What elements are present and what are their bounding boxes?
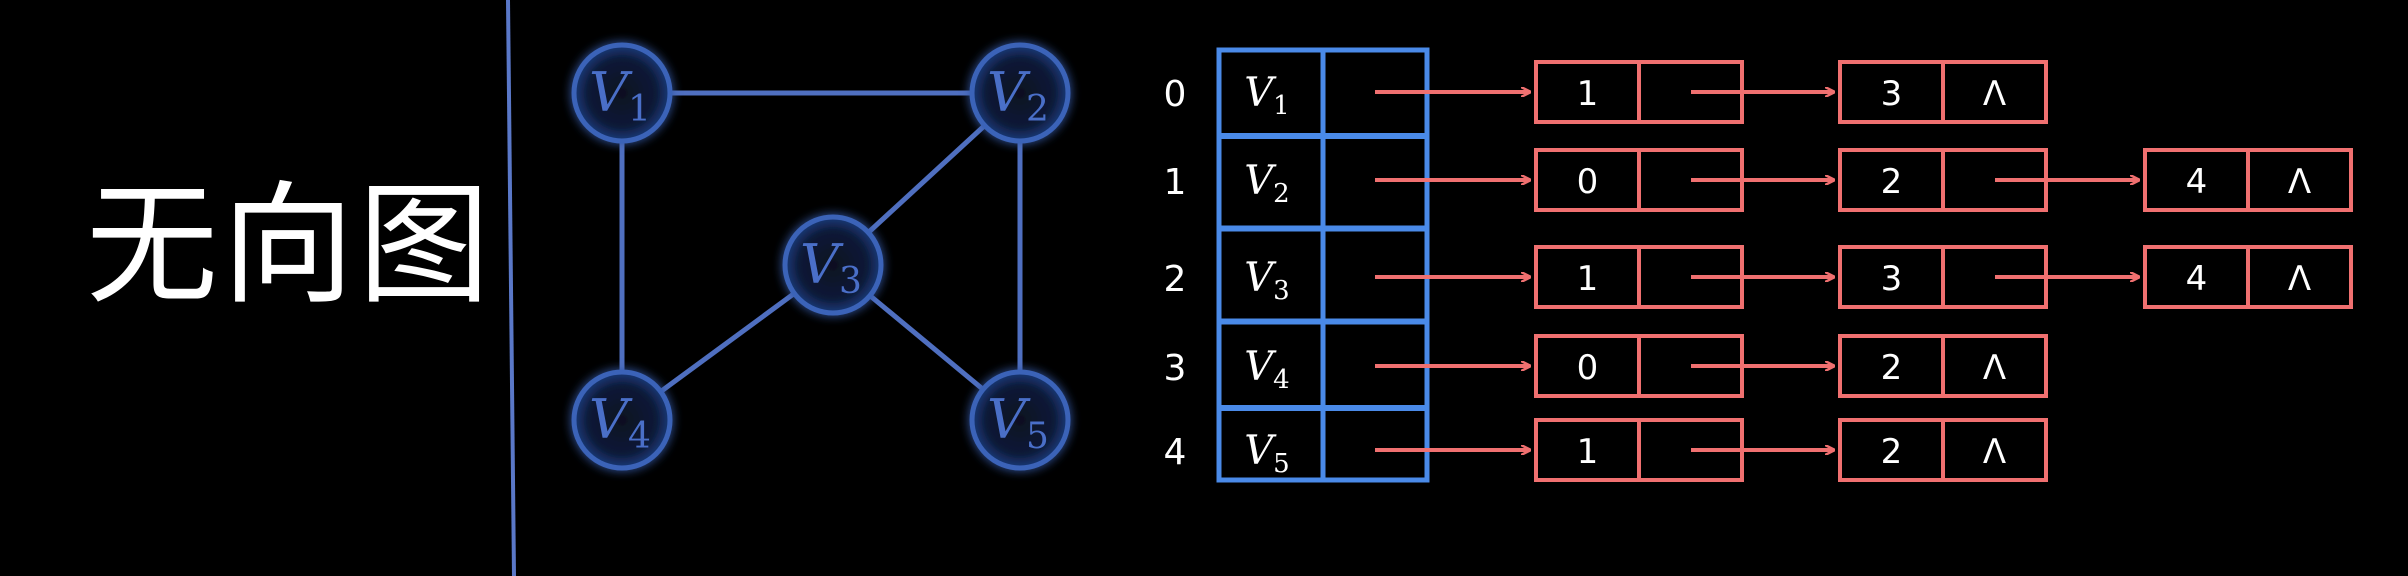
graph-node-label: V1 <box>589 61 651 130</box>
list-node-value: 3 <box>1881 74 1903 114</box>
graph-node-v3: V3 <box>782 214 884 316</box>
graph-edge-v3-v4 <box>659 291 796 394</box>
graph-nodes: V1 V2 V3 V4 V5 <box>571 42 1071 471</box>
list-node-value: 4 <box>2186 259 2208 299</box>
null-pointer-symbol: Λ <box>2288 162 2311 202</box>
page-title: 无向图 <box>86 169 494 323</box>
vertex-cell-label: V5 <box>1244 428 1289 479</box>
row-index: 3 <box>1164 348 1187 389</box>
row-index: 1 <box>1164 162 1187 203</box>
list-node-value: 1 <box>1577 432 1599 472</box>
list-node-value: 2 <box>1881 348 1903 388</box>
graph-edge-v3-v5 <box>868 293 985 392</box>
graph-node-label: V3 <box>800 233 862 302</box>
list-node-value: 0 <box>1577 348 1599 388</box>
null-pointer-symbol: Λ <box>2288 259 2311 299</box>
list-node-value: 2 <box>1881 162 1903 202</box>
list-node-value: 3 <box>1881 259 1903 299</box>
null-pointer-symbol: Λ <box>1983 432 2006 472</box>
graph-node-label: V5 <box>987 388 1049 457</box>
null-pointer-symbol: Λ <box>1983 348 2006 388</box>
divider-line <box>506 0 516 576</box>
vertex-cell-label: V4 <box>1244 344 1289 395</box>
null-pointer-symbol: Λ <box>1983 74 2006 114</box>
vertex-cell-label: V2 <box>1244 158 1289 209</box>
graph-node-label: V4 <box>589 388 651 457</box>
graph-edges <box>619 90 1023 394</box>
list-node-value: 2 <box>1881 432 1903 472</box>
graph-node-v2: V2 <box>969 42 1071 144</box>
list-node-value: 1 <box>1577 259 1599 299</box>
vertex-cell-label: V1 <box>1244 70 1289 121</box>
graph-edge-v2-v3 <box>866 123 987 235</box>
adjacency-list: 0 V1 1 3 Λ1 V2 0 2 4 Λ2 V3 1 3 4 Λ3 V4 0 2 Λ4 V5 1 2 Λ <box>1164 47 2353 483</box>
row-index: 0 <box>1164 74 1187 115</box>
graph-node-v4: V4 <box>571 369 673 471</box>
vertex-cell-label: V3 <box>1244 255 1289 306</box>
list-node-value: 1 <box>1577 74 1599 114</box>
list-node-value: 4 <box>2186 162 2208 202</box>
graph-node-label: V2 <box>987 61 1049 130</box>
graph-node-v5: V5 <box>969 369 1071 471</box>
graph-node-v1: V1 <box>571 42 673 144</box>
row-index: 4 <box>1164 432 1187 473</box>
row-index: 2 <box>1164 259 1187 300</box>
list-node-value: 0 <box>1577 162 1599 202</box>
